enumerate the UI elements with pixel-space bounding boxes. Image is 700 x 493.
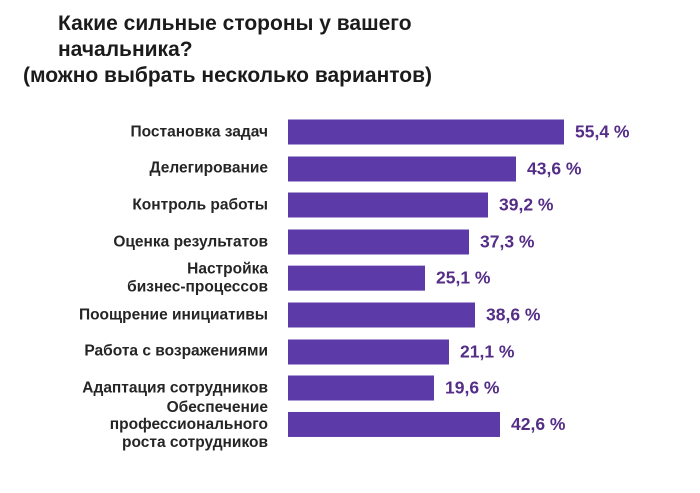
chart-title: Какие сильные стороны у вашего начальник…	[23, 11, 493, 89]
category-label: Обеспечение профессионального роста сотр…	[109, 398, 268, 451]
value-label: 43,6 %	[527, 158, 582, 179]
value-label: 37,3 %	[480, 231, 535, 252]
chart-row: Работа с возражениями 21,1 %	[0, 339, 700, 365]
value-label: 19,6 %	[445, 377, 500, 398]
value-label: 55,4 %	[575, 121, 630, 142]
value-label: 39,2 %	[499, 194, 554, 215]
chart-row: Делегирование 43,6 %	[0, 156, 700, 182]
chart-row: Поощрение инициативы 38,6 %	[0, 302, 700, 328]
chart-row: Настройка бизнес-процессов 25,1 %	[0, 261, 700, 296]
chart-title-line1: Какие сильные стороны у вашего начальник…	[58, 12, 412, 61]
category-label: Работа с возражениями	[84, 342, 268, 360]
bar	[288, 229, 469, 255]
bar	[288, 192, 488, 218]
bar	[288, 119, 564, 145]
chart-row: Обеспечение профессионального роста сотр…	[0, 399, 700, 451]
chart-row: Оценка результатов 37,3 %	[0, 229, 700, 255]
bar	[288, 375, 434, 401]
value-label: 25,1 %	[436, 267, 491, 288]
value-label: 21,1 %	[460, 341, 515, 362]
bar	[288, 265, 425, 291]
chart-title-line2: (можно выбрать несколько вариантов)	[23, 64, 432, 87]
value-label: 38,6 %	[486, 304, 541, 325]
chart-row: Контроль работы 39,2 %	[0, 192, 700, 218]
bar	[288, 302, 475, 328]
chart-row: Адаптация сотрудников 19,6 %	[0, 375, 700, 401]
category-label: Оценка результатов	[113, 233, 268, 251]
category-label: Делегирование	[149, 159, 269, 177]
category-label: Поощрение инициативы	[78, 306, 268, 324]
category-label: Постановка задач	[130, 123, 268, 141]
value-label: 42,6 %	[511, 414, 566, 435]
bar	[288, 412, 500, 438]
bar	[288, 156, 516, 182]
category-label: Настройка бизнес-процессов	[127, 261, 268, 296]
bar	[288, 339, 449, 365]
category-label: Контроль работы	[132, 196, 268, 214]
chart-row: Постановка задач 55,4 %	[0, 119, 700, 145]
category-label: Адаптация сотрудников	[82, 379, 268, 397]
